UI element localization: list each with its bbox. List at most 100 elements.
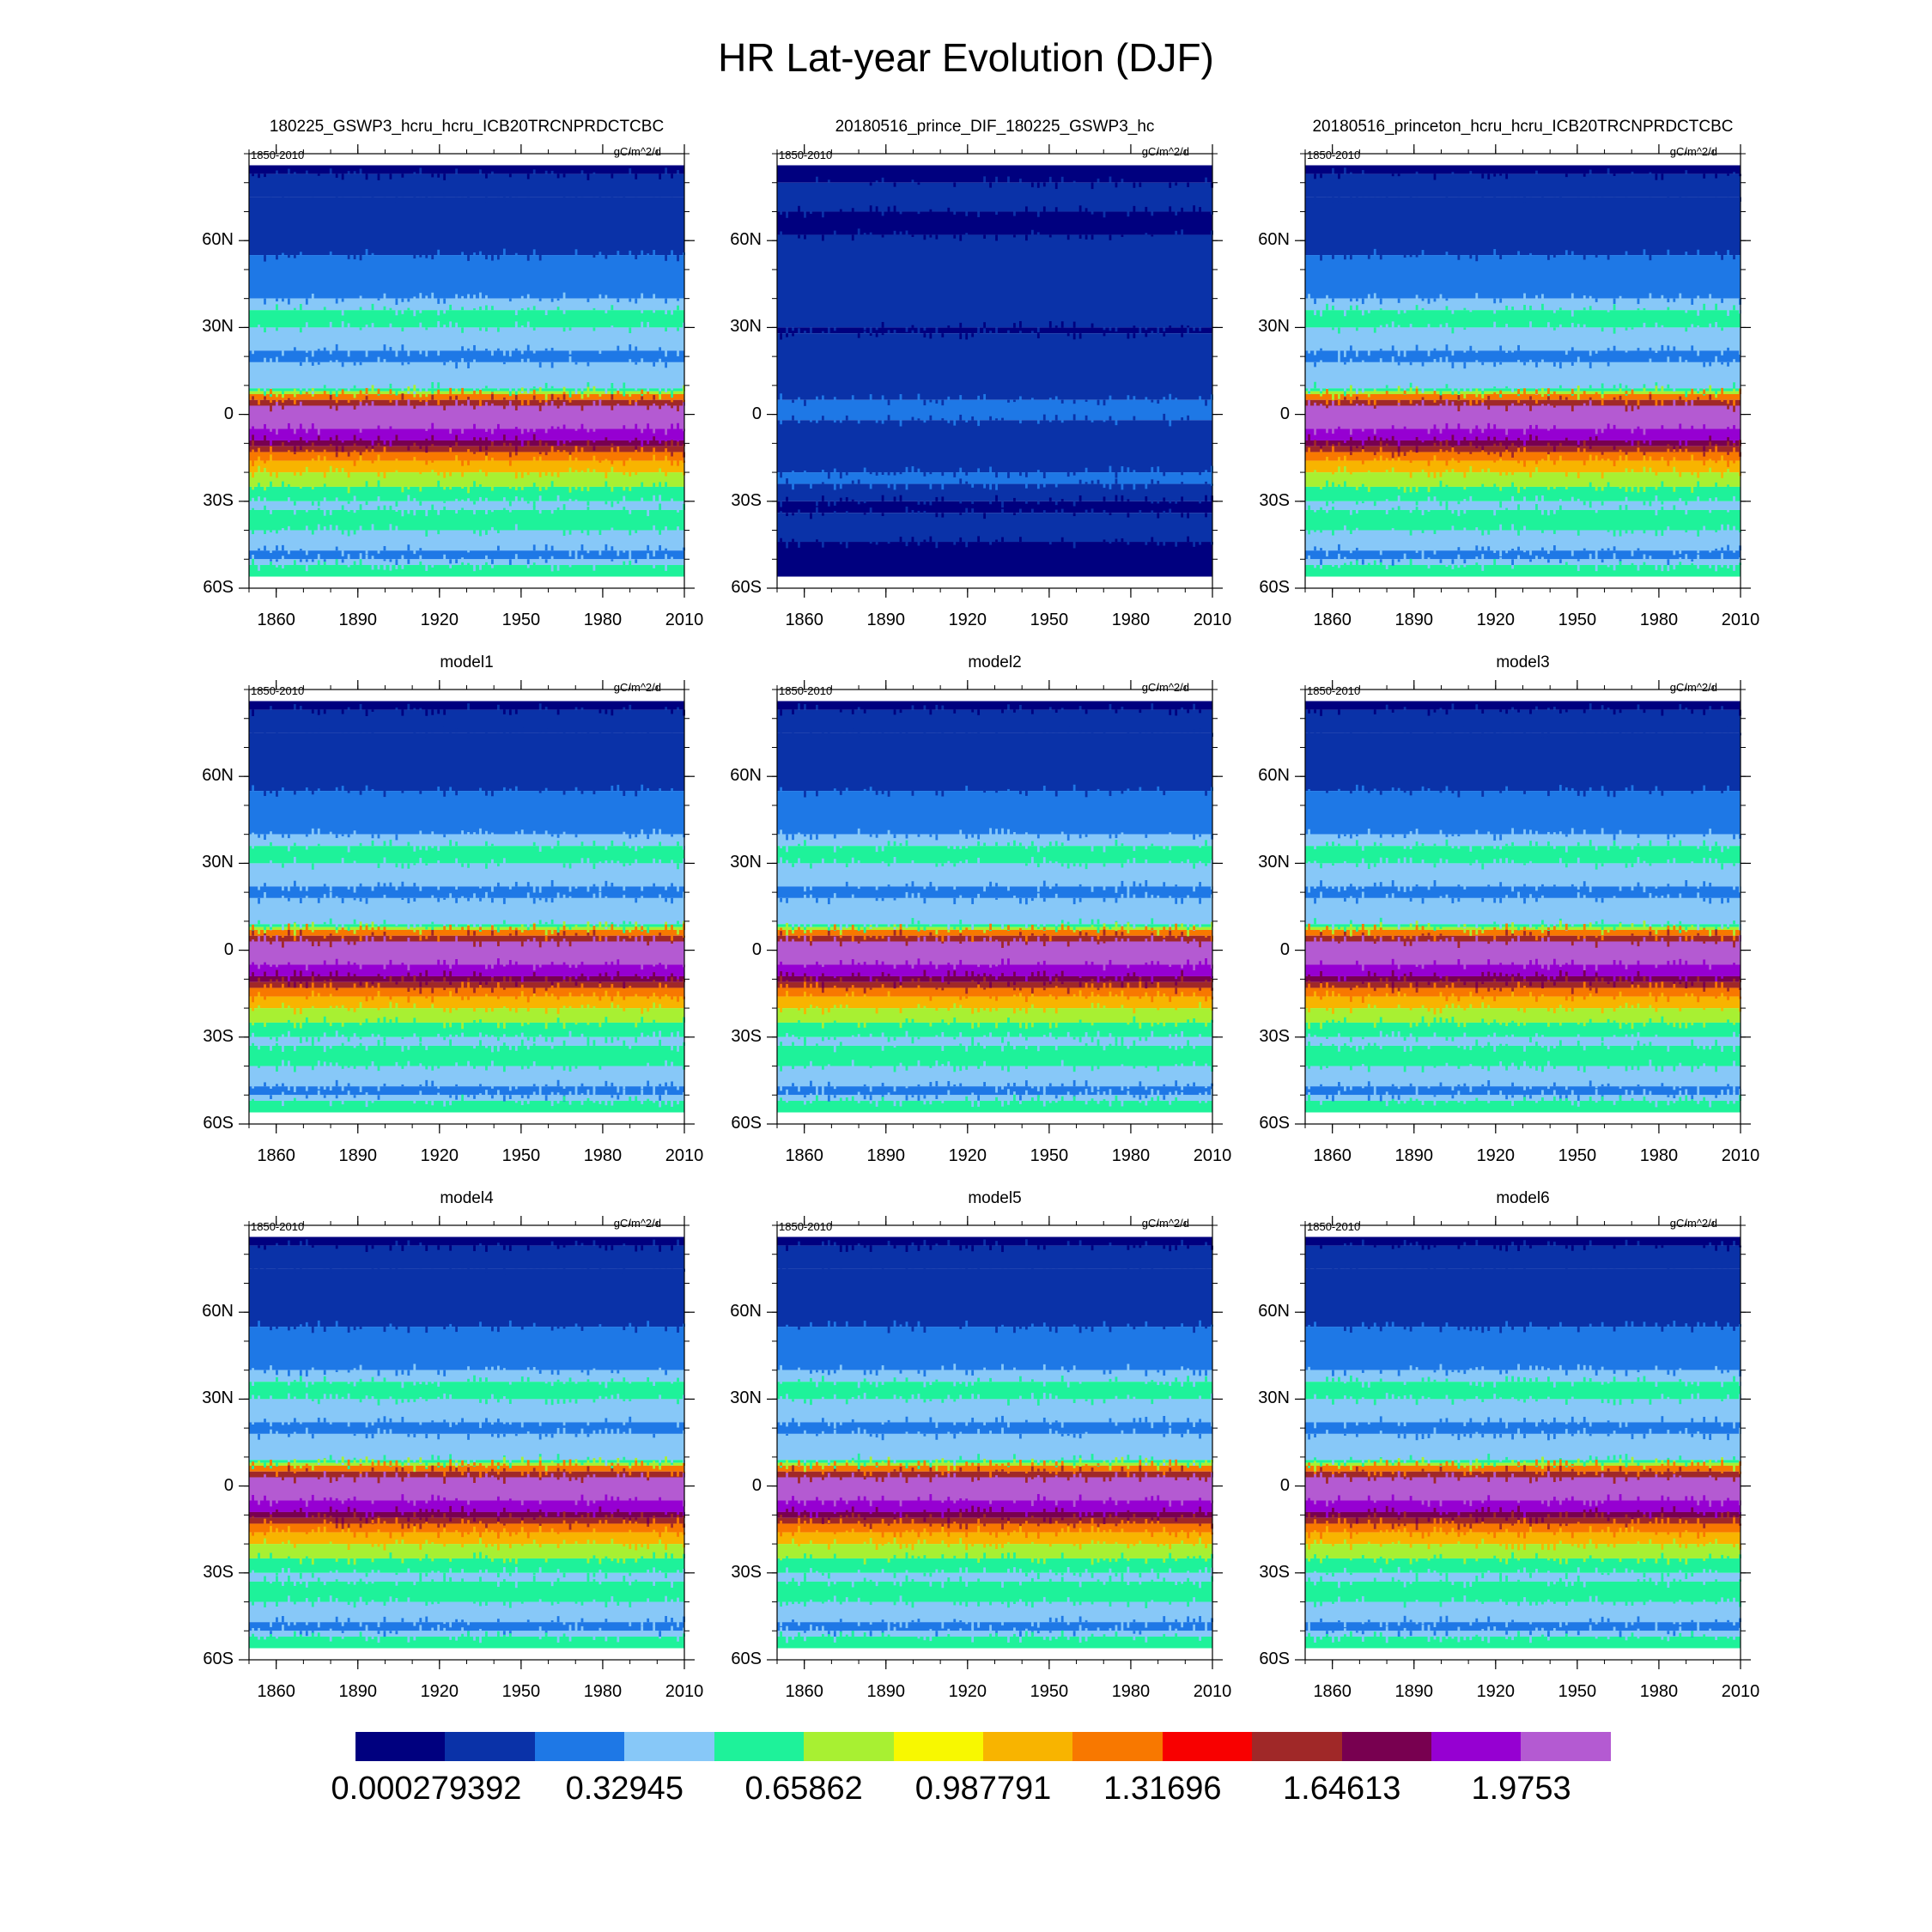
variability-streak [875, 1008, 878, 1014]
variability-streak [1493, 436, 1497, 440]
variability-streak [929, 501, 933, 506]
variability-streak [605, 860, 608, 864]
variability-streak [1379, 325, 1382, 328]
variability-streak [252, 924, 254, 930]
variability-streak [282, 1002, 284, 1009]
variability-streak [881, 513, 884, 516]
variability-streak [425, 530, 428, 537]
variability-streak [1326, 501, 1328, 507]
variability-streak [1451, 565, 1455, 569]
variability-streak [821, 732, 824, 738]
variability-streak [264, 388, 266, 394]
variability-streak [881, 861, 884, 864]
variability-streak [574, 249, 578, 256]
variability-streak [413, 732, 416, 738]
variability-streak [479, 437, 482, 440]
variability-streak [1181, 964, 1184, 969]
variability-streak [911, 918, 914, 925]
variability-streak [659, 829, 662, 835]
variability-streak [514, 524, 518, 531]
variability-streak [329, 982, 332, 988]
variability-streak [1320, 360, 1322, 362]
variability-streak [473, 971, 476, 976]
variability-streak [1469, 495, 1473, 501]
variability-streak [425, 996, 428, 999]
variability-streak [335, 1062, 338, 1066]
variability-streak [491, 392, 494, 394]
variability-streak [1367, 470, 1370, 473]
variability-streak [971, 980, 975, 982]
variability-streak [1643, 384, 1646, 389]
variability-streak [550, 985, 554, 988]
variability-streak [1024, 483, 1028, 489]
variability-streak [1589, 361, 1592, 368]
variability-streak [1397, 457, 1400, 461]
variability-streak [323, 385, 326, 389]
variability-streak [653, 310, 656, 313]
variability-streak [1649, 440, 1652, 446]
variability-streak [677, 526, 679, 531]
variability-streak [305, 996, 308, 999]
y-tick-label: 60N [730, 230, 762, 250]
variability-streak [1007, 704, 1010, 710]
variability-streak [1332, 446, 1334, 453]
variability-streak [1439, 324, 1443, 328]
variability-streak [1175, 709, 1178, 716]
variability-streak [1529, 405, 1532, 411]
variability-streak [1727, 191, 1729, 197]
variability-streak [395, 350, 398, 357]
variability-streak [804, 935, 806, 942]
variability-streak [1697, 397, 1700, 400]
variability-streak [1199, 396, 1201, 400]
variability-streak [653, 1019, 656, 1023]
variability-streak [449, 304, 453, 311]
variability-streak [1595, 193, 1598, 197]
variability-streak [665, 441, 667, 447]
heatmap-band [1305, 446, 1741, 453]
variability-streak [1409, 361, 1413, 366]
variability-streak [270, 1095, 272, 1099]
variability-streak [1048, 981, 1052, 985]
variability-streak [502, 405, 506, 410]
variability-streak [1181, 417, 1184, 421]
variability-streak [833, 924, 836, 930]
variability-streak [875, 327, 878, 331]
variability-streak [1451, 526, 1455, 531]
variability-streak [335, 929, 338, 933]
variability-streak [520, 1101, 524, 1106]
variability-streak [425, 981, 428, 986]
variability-streak [1403, 452, 1406, 456]
variability-streak [1655, 472, 1658, 476]
variability-streak [1505, 324, 1509, 328]
variability-streak [611, 732, 614, 738]
variability-streak [1175, 981, 1178, 986]
variability-streak [335, 970, 338, 976]
variability-streak [252, 709, 254, 716]
variability-streak [347, 846, 350, 853]
variability-streak [377, 927, 380, 930]
variability-streak [1577, 498, 1580, 501]
variability-streak [1181, 932, 1184, 936]
variability-streak [467, 397, 470, 400]
variability-streak [635, 449, 638, 453]
variability-streak [562, 392, 566, 394]
variability-streak [953, 234, 957, 239]
variability-streak [1601, 472, 1604, 479]
variability-streak [293, 501, 296, 506]
variability-streak [792, 415, 794, 421]
variability-streak [971, 709, 975, 713]
variability-streak [1139, 883, 1142, 887]
variability-streak [425, 509, 428, 517]
variability-streak [1332, 482, 1334, 487]
variability-streak [1163, 1022, 1166, 1027]
variability-streak [1379, 298, 1382, 305]
variability-streak [371, 401, 374, 406]
variability-streak [1583, 295, 1586, 299]
variability-streak [1078, 918, 1082, 925]
variability-streak [857, 927, 860, 932]
variability-streak [526, 924, 530, 928]
variability-streak [353, 1045, 356, 1048]
variability-streak [1517, 360, 1520, 362]
variability-streak [1109, 483, 1112, 489]
variability-streak [821, 482, 824, 484]
